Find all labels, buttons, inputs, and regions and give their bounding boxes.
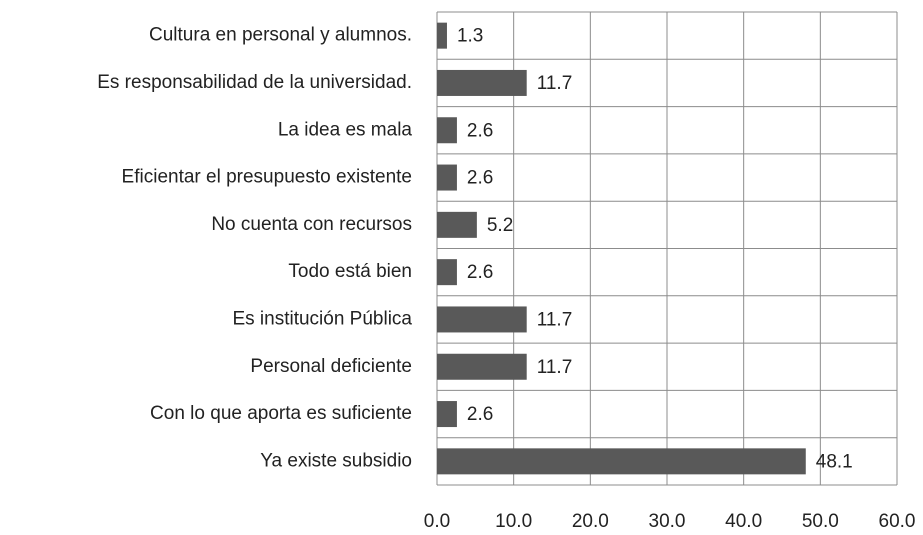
bar [437,401,457,428]
bar [437,259,457,286]
bar [437,164,457,191]
y-tick-label: La idea es mala [278,119,413,140]
data-label: 1.3 [457,26,483,47]
x-tick-label: 20.0 [572,511,609,532]
x-tick-label: 40.0 [725,511,762,532]
y-tick-label: Es responsabilidad de la universidad. [97,72,412,93]
data-label: 5.2 [487,215,513,236]
bar [437,306,527,333]
y-tick-label: Personal deficiente [250,356,412,377]
x-tick-label: 10.0 [495,511,532,532]
data-label: 2.6 [467,262,493,283]
y-tick-label: No cuenta con recursos [211,214,412,235]
y-tick-label: Cultura en personal y alumnos. [149,25,412,46]
data-label: 2.6 [467,120,493,141]
data-label: 11.7 [537,309,573,330]
bar [437,69,527,96]
y-tick-label: Con lo que aporta es suficiente [150,403,412,424]
data-label: 2.6 [467,168,493,189]
data-label: 11.7 [537,357,573,378]
y-tick-label: Todo está bien [288,261,412,282]
bar [437,117,457,144]
y-tick-label: Eficientar el presupuesto existente [122,167,412,188]
x-tick-label: 50.0 [802,511,839,532]
x-tick-label: 60.0 [879,511,916,532]
bar [437,211,477,238]
bar [437,353,527,380]
x-tick-label: 0.0 [424,511,450,532]
x-tick-label: 30.0 [649,511,686,532]
data-label: 48.1 [816,451,853,472]
bar [437,448,806,475]
data-label: 11.7 [537,73,573,94]
data-label: 2.6 [467,404,493,425]
y-tick-label: Ya existe subsidio [260,450,412,471]
y-tick-label: Es institución Pública [232,308,412,329]
bar [437,22,447,49]
